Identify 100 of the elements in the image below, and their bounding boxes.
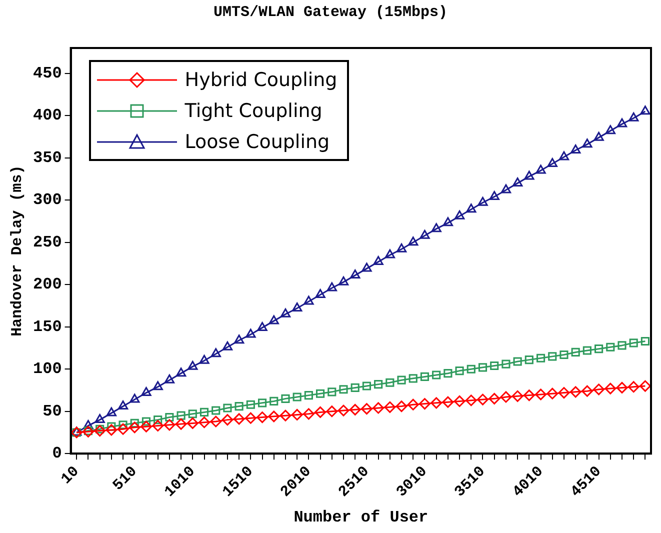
point <box>302 408 314 420</box>
point <box>546 388 558 400</box>
y-tick-label: 350 <box>32 148 62 167</box>
point <box>291 408 303 420</box>
point <box>304 296 314 305</box>
point <box>640 336 650 346</box>
point <box>581 385 593 397</box>
point <box>339 385 348 394</box>
point <box>535 388 547 400</box>
point <box>360 403 372 415</box>
point <box>186 417 198 429</box>
point <box>500 184 512 194</box>
x-axis-title: Number of User <box>294 508 428 526</box>
point <box>176 368 186 377</box>
point <box>198 416 210 428</box>
point <box>548 352 557 361</box>
point <box>234 334 244 344</box>
point <box>431 223 442 232</box>
point <box>188 410 197 418</box>
point <box>384 249 395 258</box>
point <box>94 414 105 424</box>
point <box>628 381 640 393</box>
point <box>212 406 220 415</box>
y-axis-title: Handover Delay (ms) <box>8 165 26 336</box>
point <box>582 138 592 148</box>
point <box>420 372 430 381</box>
point <box>374 380 383 389</box>
point <box>571 348 580 356</box>
point <box>199 354 210 364</box>
point <box>315 289 326 298</box>
point <box>466 364 476 374</box>
point <box>316 389 325 398</box>
point <box>152 381 163 390</box>
point <box>570 386 582 398</box>
point <box>152 420 164 432</box>
point <box>234 402 244 411</box>
point <box>176 411 186 420</box>
point <box>523 390 535 402</box>
point <box>142 417 151 426</box>
point <box>560 350 568 360</box>
point <box>639 380 651 392</box>
y-tick-label: 0 <box>52 444 62 463</box>
point <box>280 308 291 318</box>
point <box>558 151 570 160</box>
point <box>350 270 360 279</box>
chart-title: UMTS/WLAN Gateway (15Mbps) <box>212 4 449 21</box>
point <box>489 190 500 200</box>
point <box>477 394 488 406</box>
point <box>328 388 336 396</box>
point <box>606 342 615 352</box>
point <box>524 356 534 364</box>
legend-label: Loose Coupling <box>184 130 330 152</box>
point <box>268 315 279 324</box>
point <box>362 382 371 390</box>
point <box>454 395 466 407</box>
point <box>233 413 245 425</box>
point <box>558 387 570 399</box>
point <box>594 344 604 354</box>
point <box>292 302 302 312</box>
point <box>407 398 419 410</box>
y-tick-label: 300 <box>32 191 62 210</box>
point <box>536 354 546 362</box>
point <box>350 383 360 392</box>
y-tick-label: 250 <box>32 233 62 252</box>
point <box>512 390 524 402</box>
x-tick-label: 10 <box>58 463 83 488</box>
point <box>200 408 209 416</box>
point <box>165 412 174 422</box>
point <box>418 398 430 410</box>
point <box>513 357 522 366</box>
y-tick-label: 200 <box>32 276 62 294</box>
point <box>373 256 384 266</box>
point <box>605 125 616 134</box>
point <box>326 406 338 418</box>
point <box>502 360 510 368</box>
point <box>164 374 175 384</box>
point <box>640 106 650 115</box>
point <box>141 387 152 396</box>
point <box>362 262 372 272</box>
point <box>326 282 337 292</box>
point <box>408 374 418 383</box>
point <box>349 404 361 416</box>
point <box>292 392 302 402</box>
point <box>500 391 512 403</box>
point <box>397 376 406 384</box>
point <box>94 425 106 437</box>
point <box>524 170 534 180</box>
point <box>304 391 313 400</box>
point <box>118 400 128 410</box>
point <box>582 346 592 355</box>
point <box>281 394 290 403</box>
point <box>164 419 176 431</box>
point <box>604 382 616 394</box>
point <box>432 370 441 380</box>
point <box>593 384 605 396</box>
point <box>547 158 558 168</box>
point <box>616 382 628 394</box>
point <box>466 204 476 213</box>
point <box>442 217 454 226</box>
point <box>106 424 118 436</box>
